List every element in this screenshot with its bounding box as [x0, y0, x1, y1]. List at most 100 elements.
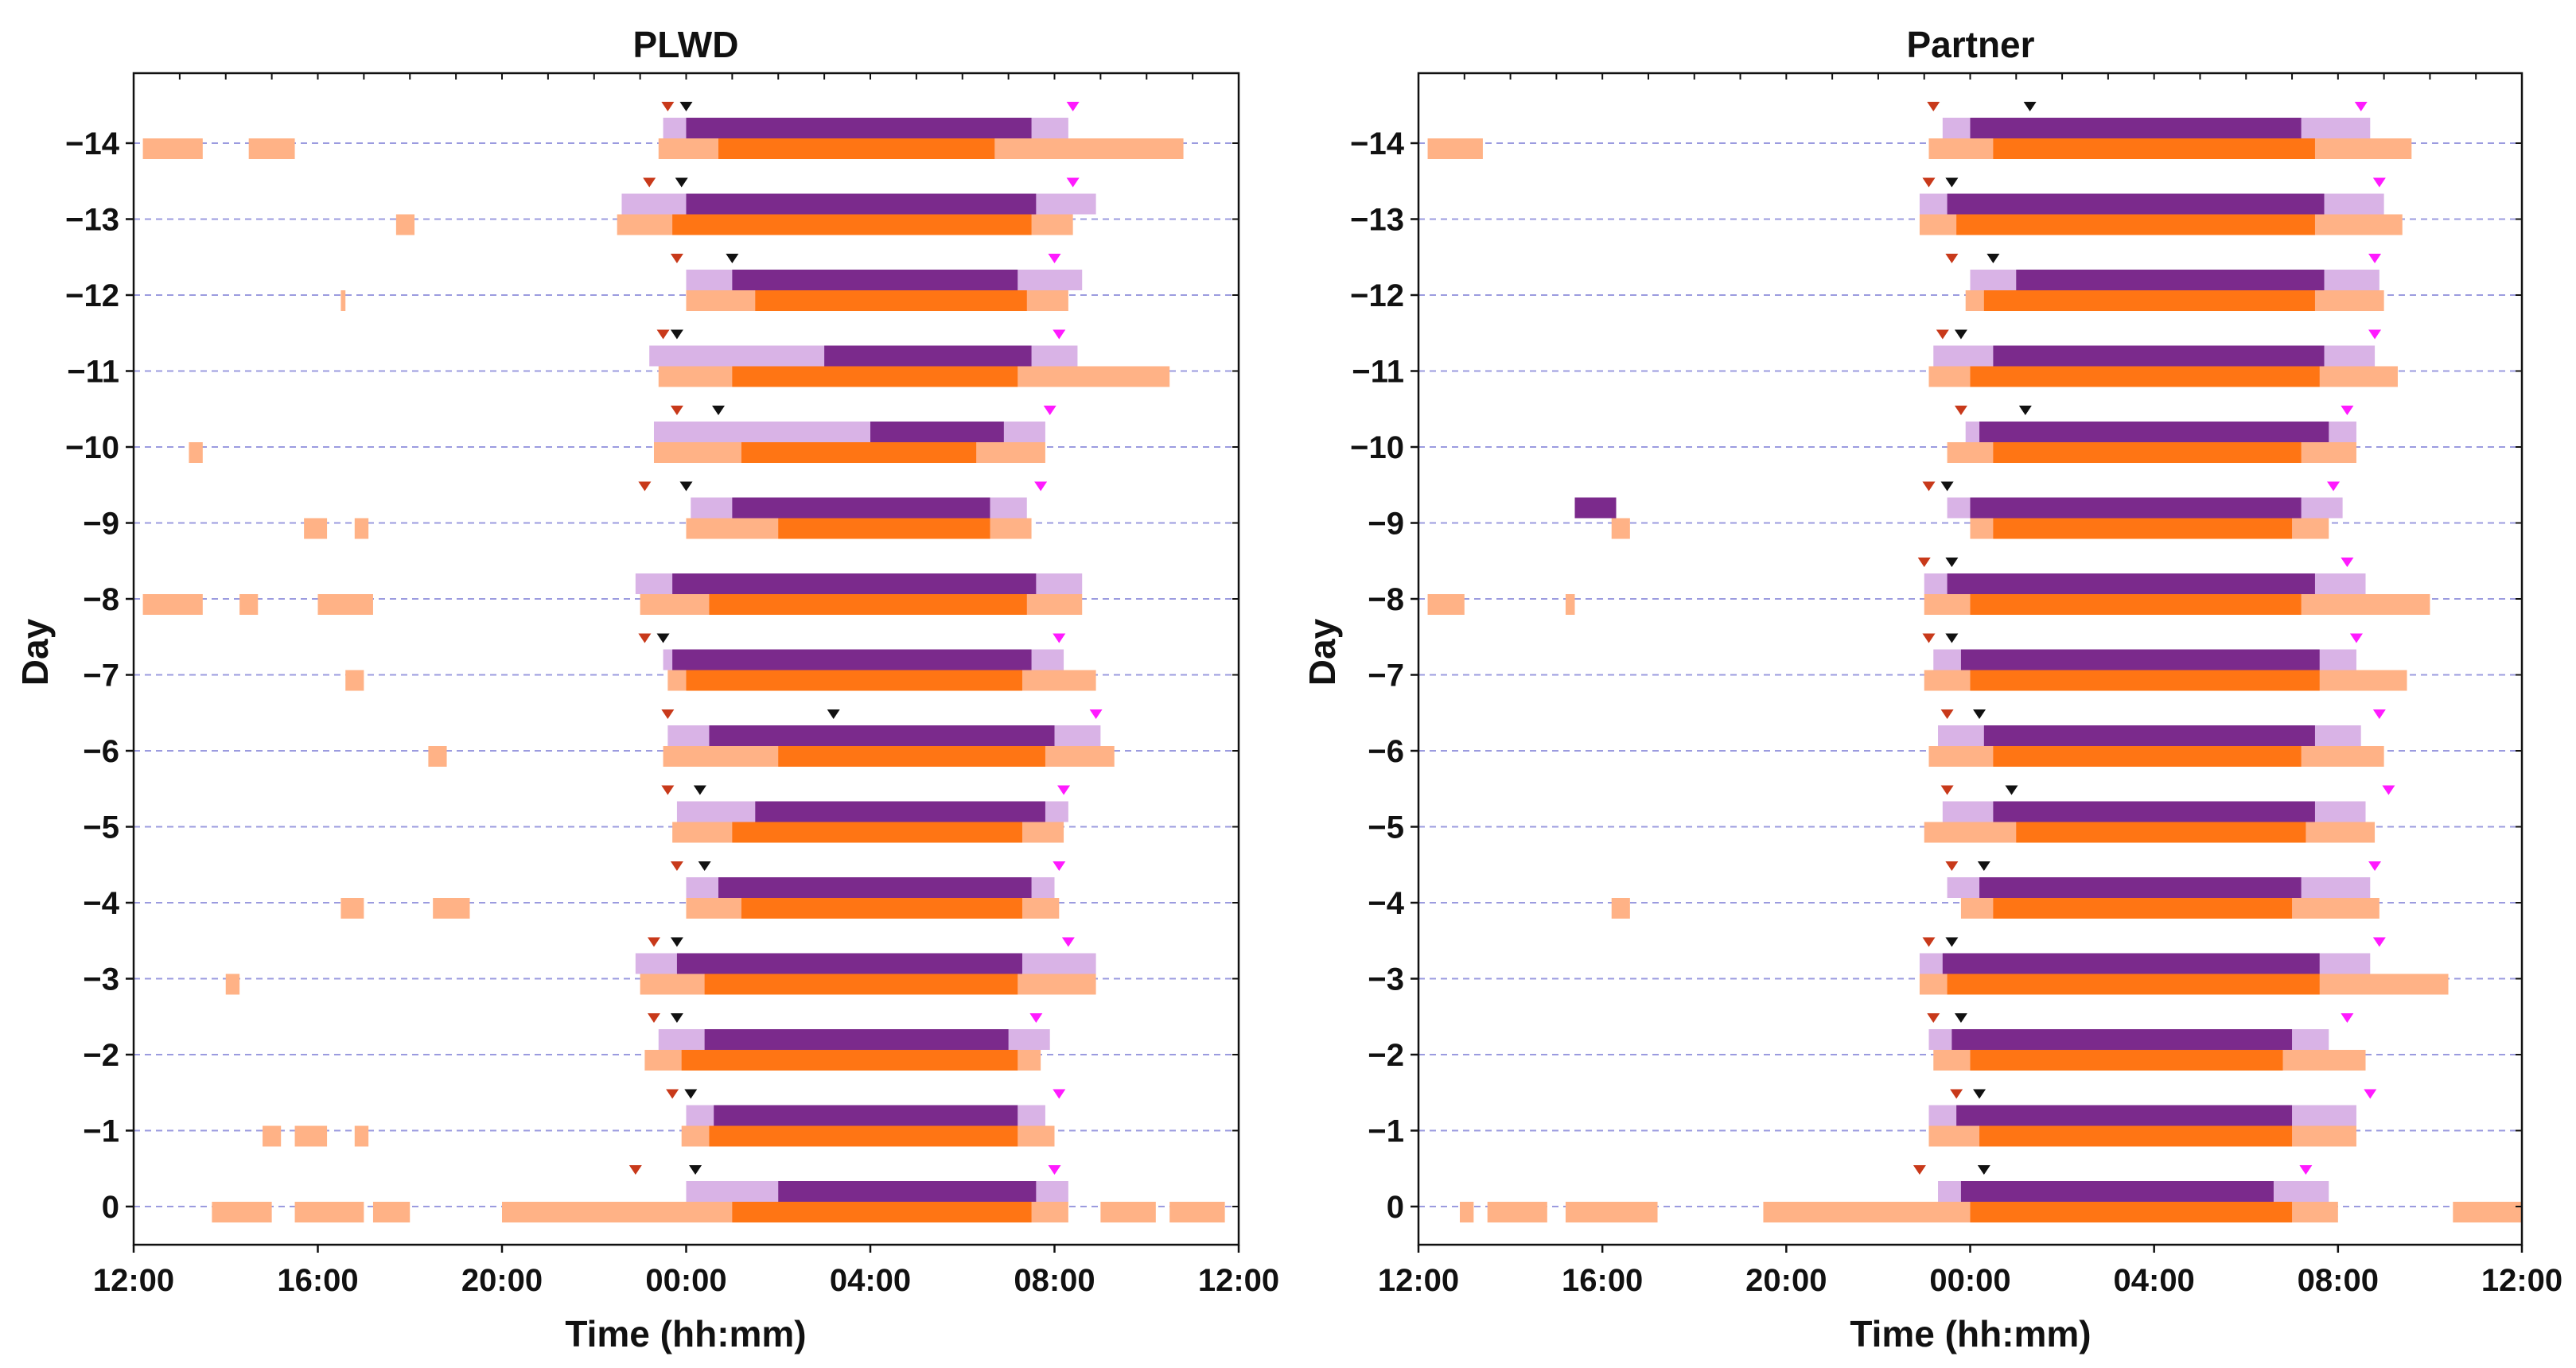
partner-x-tick-label: 12:00	[1378, 1263, 1459, 1298]
plwd-wake-marker	[1066, 177, 1080, 188]
plwd-y-tick-label: −7	[83, 659, 119, 694]
plwd-y-tick-label: −6	[83, 734, 119, 769]
plwd-activity-light-bar	[354, 1125, 369, 1147]
plwd-day-row	[428, 709, 1115, 767]
plwd-y-tick-label: −14	[65, 126, 120, 161]
partner-sleep-dark-bar	[1951, 1029, 2293, 1050]
partner-bedtime-marker	[1922, 937, 1936, 947]
partner-bedtime-marker	[1927, 102, 1940, 111]
plwd-day-row	[263, 1089, 1066, 1147]
partner-wake-marker	[2368, 254, 2382, 263]
partner-sleep-onset-marker	[1945, 633, 1959, 643]
partner-x-tick-label: 00:00	[1929, 1263, 2010, 1298]
partner-activity-light-bar	[1427, 138, 1483, 159]
plwd-activity-light-bar	[225, 974, 240, 995]
partner-bedtime-marker	[1945, 861, 1959, 871]
partner-wake-marker	[2372, 177, 2386, 188]
plwd-activity-light-bar	[372, 1202, 411, 1222]
partner-sleep-onset-marker	[1945, 177, 1959, 188]
partner-sleep-onset-marker	[2018, 406, 2032, 415]
partner-wake-marker	[2341, 558, 2354, 567]
plwd-activity-light-bar	[395, 214, 415, 235]
partner-day-row	[1919, 937, 2449, 995]
plwd-day-row	[142, 102, 1184, 159]
partner-activity-light-bar	[1611, 898, 1630, 919]
partner-y-tick-label: −6	[1368, 734, 1404, 769]
plwd-activity-dark-bar	[741, 442, 977, 463]
plwd-bedtime-marker	[647, 937, 660, 947]
plwd-sleep-dark-bar	[704, 1029, 1009, 1050]
plwd-day-row	[340, 254, 1083, 311]
partner-activity-dark-bar	[1993, 442, 2302, 463]
plwd-activity-dark-bar	[718, 138, 995, 159]
plwd-sleep-onset-marker	[670, 1013, 683, 1023]
partner-activity-dark-bar	[1947, 974, 2320, 995]
plwd-sleep-dark-bar	[676, 953, 1022, 974]
plwd-bedtime-marker	[661, 785, 675, 795]
partner-y-tick-label: −3	[1368, 962, 1404, 997]
partner-wake-marker	[2368, 861, 2382, 871]
partner-activity-dark-bar	[1979, 1125, 2293, 1147]
plwd-day-row	[142, 573, 1083, 615]
partner-sleep-dark-bar	[1979, 422, 2329, 442]
partner-activity-dark-bar	[1956, 214, 2315, 235]
partner-day-row	[1945, 254, 2384, 311]
plwd-sleep-onset-marker	[679, 102, 693, 111]
plwd-y-tick-label: −13	[65, 203, 119, 238]
partner-sleep-dark-bar	[1956, 1105, 2293, 1126]
plwd-wake-marker	[1089, 709, 1103, 719]
partner-panel-title: Partner	[1906, 24, 2034, 65]
partner-sleep-onset-marker	[1945, 558, 1959, 567]
plwd-y-tick-label: −9	[83, 507, 119, 542]
plwd-panel: PLWD Time (hh:mm) Day 12:00 16:00 20:00 00:…	[14, 24, 1279, 1354]
partner-y-tick-label: 0	[1387, 1190, 1404, 1225]
plwd-y-tick-label: 0	[102, 1190, 119, 1225]
plwd-bedtime-marker	[656, 329, 670, 340]
partner-sleep-onset-marker	[1977, 861, 1990, 871]
partner-sleep-onset-marker	[1945, 937, 1959, 947]
partner-sleep-onset-marker	[1973, 1089, 1986, 1099]
partner-sleep-dark-bar	[1993, 345, 2325, 367]
partner-sleep-onset-marker	[1954, 1013, 1967, 1023]
partner-day-row	[1460, 1165, 2522, 1222]
plwd-y-tick-label: −12	[65, 278, 119, 313]
partner-activity-light-bar	[1487, 1202, 1547, 1222]
partner-activity-dark-bar	[2016, 822, 2306, 843]
plwd-activity-light-bar	[142, 594, 203, 615]
plwd-x-tick-label: 16:00	[277, 1263, 358, 1298]
plwd-sleep-onset-marker	[656, 633, 670, 643]
plwd-activity-light-bar	[1100, 1202, 1156, 1222]
plwd-sleep-dark-bar	[672, 649, 1032, 670]
plwd-bedtime-marker	[643, 177, 656, 188]
plwd-sleep-onset-marker	[675, 177, 688, 188]
plwd-x-tick-label: 00:00	[645, 1263, 726, 1298]
plwd-sleep-onset-marker	[679, 481, 693, 492]
plwd-wake-marker	[1053, 633, 1066, 643]
plwd-activity-light-bar	[304, 518, 328, 539]
plwd-x-tick-label: 20:00	[461, 1263, 543, 1298]
plwd-activity-light-bar	[340, 898, 364, 919]
partner-y-tick-label: −10	[1350, 430, 1404, 465]
plwd-x-tick-label: 04:00	[830, 1263, 911, 1298]
partner-sleep-dark-bar	[1993, 801, 2315, 822]
partner-bedtime-marker	[1950, 1089, 1963, 1099]
partner-x-tick-label: 12:00	[2481, 1263, 2562, 1298]
plwd-y-tick-label: −1	[83, 1114, 119, 1149]
plwd-wake-marker	[1053, 861, 1066, 871]
partner-sleep-dark-bar	[1970, 497, 2302, 519]
plwd-activity-dark-bar	[778, 746, 1045, 767]
partner-x-tick-label: 08:00	[2298, 1263, 2379, 1298]
partner-day-row	[1611, 861, 2382, 919]
plwd-bedtime-marker	[661, 102, 675, 111]
plwd-activity-dark-bar	[686, 670, 1022, 691]
partner-activity-dark-bar	[1993, 746, 2302, 767]
partner-bedtime-marker	[1922, 177, 1936, 188]
partner-y-tick-label: −9	[1368, 507, 1404, 542]
partner-sleep-dark-bar	[1983, 725, 2315, 746]
partner-y-tick-label: −5	[1368, 810, 1404, 845]
plwd-x-tick-label: 12:00	[1198, 1263, 1279, 1298]
partner-day-row	[1924, 785, 2395, 843]
partner-bedtime-marker	[1940, 709, 1954, 719]
partner-y-tick-label: −1	[1368, 1114, 1404, 1149]
plwd-activity-dark-bar	[741, 898, 1022, 919]
